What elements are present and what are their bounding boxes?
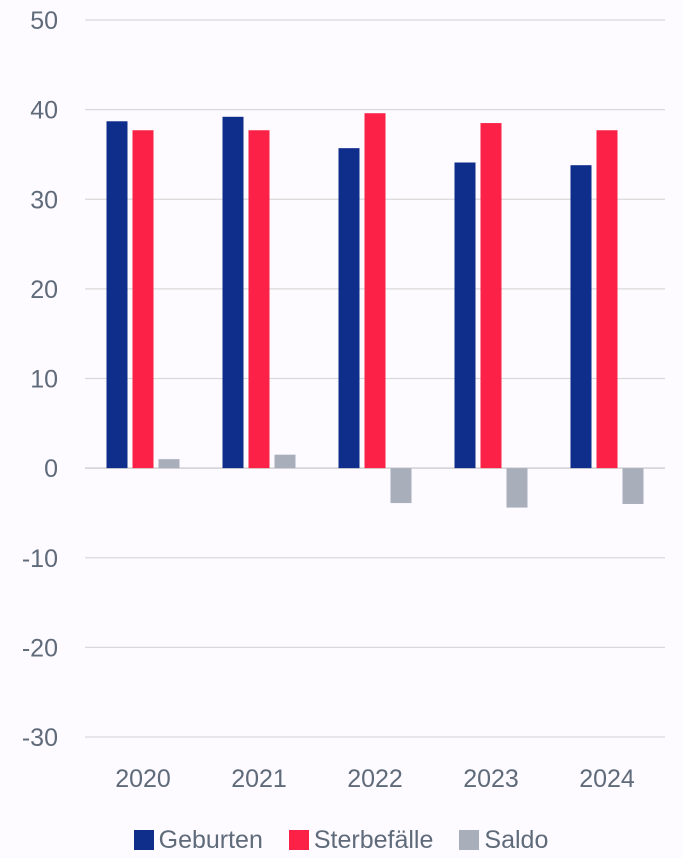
x-tick-label: 2022: [347, 765, 403, 793]
bar-sterbefälle-2023: [480, 123, 502, 469]
bar-saldo-2020: [158, 459, 180, 469]
legend-swatch-geburten: [133, 830, 154, 850]
bar-geburten-2021: [222, 116, 244, 469]
bar-saldo-2022: [390, 468, 412, 504]
bar-sterbefälle-2022: [364, 113, 386, 469]
legend-item-sterbefaelle: Sterbefälle: [288, 825, 434, 855]
bar-sterbefälle-2024: [596, 130, 618, 469]
bar-sterbefälle-2021: [248, 130, 270, 469]
legend: Geburten Sterbefälle Saldo: [0, 822, 682, 858]
x-tick-label: 2023: [463, 765, 519, 793]
y-tick-label: -20: [22, 634, 58, 662]
legend-label-sterbefaelle: Sterbefälle: [313, 825, 434, 854]
bar-saldo-2024: [622, 468, 644, 504]
bar-geburten-2020: [106, 121, 128, 469]
x-tick-label: 2021: [231, 765, 287, 793]
legend-swatch-saldo: [459, 830, 480, 850]
y-tick-label: 40: [30, 97, 58, 125]
y-tick-label: 20: [30, 276, 58, 304]
y-tick-label: 0: [44, 455, 58, 483]
legend-swatch-sterbefaelle: [288, 830, 309, 850]
y-tick-label: -10: [22, 545, 58, 573]
y-tick-label: 30: [30, 186, 58, 214]
bar-sterbefälle-2020: [132, 130, 154, 469]
bar-geburten-2024: [570, 165, 592, 469]
legend-label-saldo: Saldo: [484, 825, 549, 854]
bar-chart: 50 40 30 20 10 0 -10 -20 -30 2020 2021 2022 2023 2024: [22, 7, 665, 793]
legend-label-geburten: Geburten: [158, 825, 263, 854]
bar-geburten-2022: [338, 148, 360, 469]
bar-saldo-2021: [274, 454, 296, 469]
legend-item-saldo: Saldo: [459, 826, 548, 855]
x-tick-label: 2024: [579, 765, 635, 793]
y-tick-label: 10: [30, 366, 58, 394]
bar-geburten-2023: [454, 162, 476, 469]
legend-item-geburten: Geburten: [133, 825, 263, 855]
y-tick-label: 50: [30, 7, 58, 35]
y-tick-label: -30: [22, 724, 58, 752]
x-tick-label: 2020: [115, 765, 171, 793]
bar-saldo-2023: [506, 468, 528, 508]
